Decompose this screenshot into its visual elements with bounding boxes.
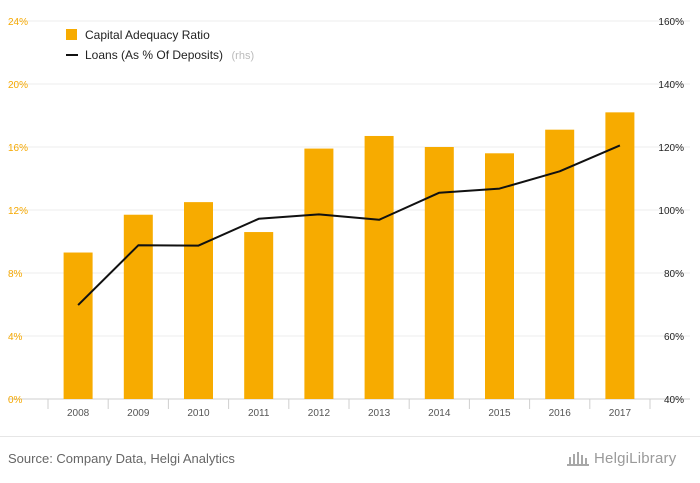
bar <box>184 202 213 399</box>
x-tick-label: 2009 <box>127 408 150 419</box>
line-series <box>77 144 621 306</box>
gridlines <box>8 20 690 400</box>
bar <box>605 112 635 399</box>
x-tick-label: 2015 <box>488 408 511 419</box>
y-left-tick-label: 4% <box>8 332 23 343</box>
bar-series <box>63 112 635 400</box>
y-left-tick-label: 0% <box>8 395 23 406</box>
legend-label-line: Loans (As % Of Deposits) (rhs) <box>85 46 254 63</box>
legend-label-line-text: Loans (As % Of Deposits) <box>85 48 223 62</box>
y-right-tick-label: 40% <box>664 395 684 406</box>
x-tick-label: 2010 <box>187 408 210 419</box>
line-path <box>77 144 621 306</box>
x-tick-label: 2014 <box>428 408 451 419</box>
bar <box>123 214 153 399</box>
bar <box>485 153 514 399</box>
x-tick-label: 2011 <box>248 408 270 419</box>
brand-name: HelgiLibrary <box>594 449 677 467</box>
y-left-tick-label: 8% <box>8 269 23 280</box>
bar <box>63 252 93 399</box>
y-left-tick-label: 12% <box>8 206 28 217</box>
bar <box>424 147 454 399</box>
legend-swatch-bar <box>66 29 77 40</box>
y-left-tick-label: 16% <box>8 143 28 154</box>
y-left-tick-label: 24% <box>8 17 28 28</box>
y-right-tick-label: 60% <box>664 332 684 343</box>
x-tick-label: 2008 <box>67 408 90 419</box>
y-right-tick-label: 160% <box>658 17 684 28</box>
x-tick-label: 2013 <box>368 408 391 419</box>
x-tick-label: 2016 <box>549 408 572 419</box>
y-left-tick-label: 20% <box>8 80 28 91</box>
source-note: Source: Company Data, Helgi Analytics <box>8 451 235 466</box>
x-tick-label: 2017 <box>609 408 632 419</box>
bar <box>304 148 334 399</box>
axis-ticks: 0% 40% 4% 60% 8% 80% 12% 100% 16% 120% 20% 140% 24% 1… <box>8 17 684 419</box>
bar <box>364 135 394 399</box>
library-building-icon <box>567 452 589 466</box>
y-right-tick-label: 100% <box>658 206 684 217</box>
bar <box>244 232 274 399</box>
x-tick-label: 2012 <box>308 408 331 419</box>
y-right-tick-label: 80% <box>664 269 684 280</box>
legend: Capital Adequacy Ratio Loans (As % Of De… <box>66 28 254 63</box>
footer-divider <box>0 436 700 437</box>
y-right-tick-label: 140% <box>658 80 684 91</box>
brand-logo: HelgiLibrary <box>566 449 676 467</box>
legend-label-line-note: (rhs) <box>232 50 255 62</box>
bar <box>545 129 575 400</box>
legend-label-bar: Capital Adequacy Ratio <box>85 28 210 42</box>
y-right-tick-label: 120% <box>658 143 684 154</box>
chart: 0% 40% 4% 60% 8% 80% 12% 100% 16% 120% 20% 140% 24% 1… <box>8 17 690 419</box>
